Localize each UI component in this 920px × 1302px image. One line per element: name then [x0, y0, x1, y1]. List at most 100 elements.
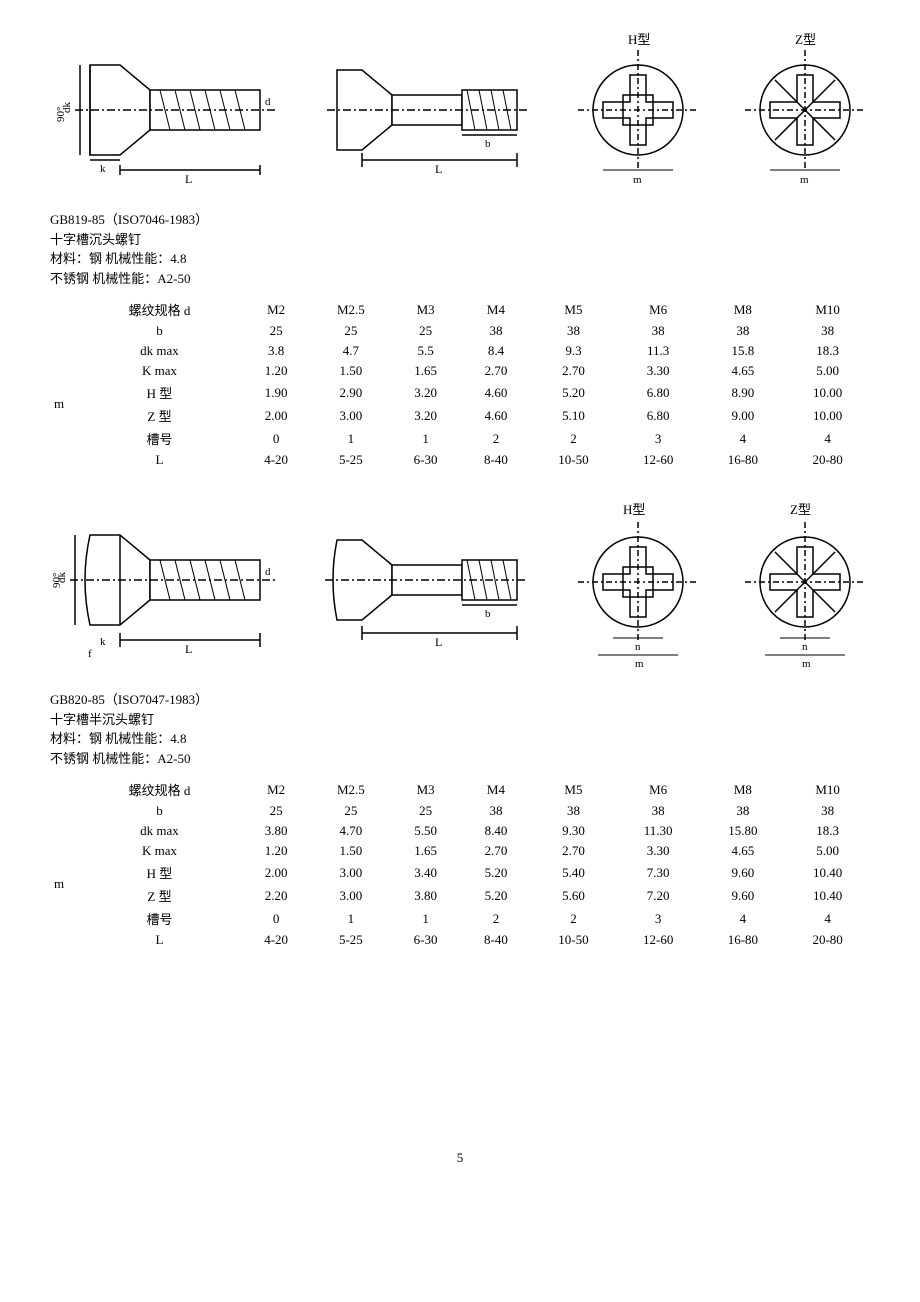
- data-cell: 1: [311, 907, 390, 930]
- data-cell: 1.50: [311, 361, 390, 381]
- data-cell: 15.80: [701, 821, 786, 841]
- data-cell: 2.00: [241, 861, 311, 884]
- h-type-label: H型: [628, 32, 650, 47]
- svg-text:90°: 90°: [55, 107, 67, 122]
- data-cell: 0: [241, 427, 311, 450]
- row-label: dk max: [78, 341, 241, 361]
- data-cell: 3.20: [390, 404, 460, 427]
- svg-text:L: L: [185, 642, 192, 656]
- data-cell: 3.00: [311, 861, 390, 884]
- z-type-label: Z型: [790, 502, 811, 517]
- data-cell: 5.5: [390, 341, 460, 361]
- data-cell: 25: [390, 801, 460, 821]
- svg-text:m: m: [633, 174, 642, 186]
- spec-table-2: 螺纹规格 dM2M2.5M3M4M5M6M8M10b25252538383838…: [50, 778, 870, 950]
- data-cell: 3.20: [390, 381, 460, 404]
- data-cell: 5.20: [531, 381, 616, 404]
- svg-text:n: n: [635, 641, 641, 653]
- row-label: dk max: [78, 821, 241, 841]
- data-cell: 5.40: [531, 861, 616, 884]
- data-cell: 4: [785, 907, 870, 930]
- svg-text:k: k: [100, 636, 106, 648]
- svg-text:d: d: [265, 566, 271, 578]
- row-label: Z 型: [78, 404, 241, 427]
- data-cell: 4-20: [241, 450, 311, 470]
- material-line: 材料：钢 机械性能：4.8: [50, 249, 870, 269]
- page-number: 5: [50, 1150, 870, 1166]
- data-cell: 2.70: [461, 841, 531, 861]
- data-cell: 16-80: [701, 450, 786, 470]
- data-cell: 18.3: [785, 821, 870, 841]
- screw-side-diagram-2: b L: [317, 35, 537, 185]
- data-cell: 6-30: [390, 450, 460, 470]
- data-cell: 3.00: [311, 884, 390, 907]
- column-header: M2: [241, 298, 311, 321]
- data-cell: 1.65: [390, 361, 460, 381]
- svg-text:b: b: [485, 608, 491, 620]
- spec-block-2: GB820-85（ISO7047-1983） 十字槽半沉头螺钉 材料：钢 机械性…: [50, 690, 870, 768]
- m-side-label: m: [50, 861, 78, 907]
- data-cell: 10.40: [785, 861, 870, 884]
- svg-text:L: L: [435, 635, 442, 649]
- stainless-line: 不锈钢 机械性能：A2-50: [50, 269, 870, 289]
- data-cell: 4.65: [701, 841, 786, 861]
- row-label: b: [78, 801, 241, 821]
- column-header: M6: [616, 298, 701, 321]
- data-cell: 38: [701, 801, 786, 821]
- column-header: M2.5: [311, 778, 390, 801]
- row-label: 槽号: [78, 907, 241, 930]
- data-cell: 1.20: [241, 841, 311, 861]
- column-header: M8: [701, 298, 786, 321]
- data-cell: 2.00: [241, 404, 311, 427]
- column-header: M4: [461, 298, 531, 321]
- data-cell: 20-80: [785, 450, 870, 470]
- data-cell: 20-80: [785, 930, 870, 950]
- data-cell: 5-25: [311, 930, 390, 950]
- column-header: M3: [390, 298, 460, 321]
- data-cell: 4: [785, 427, 870, 450]
- data-cell: 2.90: [311, 381, 390, 404]
- data-cell: 1: [311, 427, 390, 450]
- data-cell: 25: [390, 321, 460, 341]
- data-cell: 5.00: [785, 361, 870, 381]
- data-cell: 1: [390, 907, 460, 930]
- row-label: b: [78, 321, 241, 341]
- row-label: 槽号: [78, 427, 241, 450]
- data-cell: 38: [701, 321, 786, 341]
- data-cell: 2: [531, 907, 616, 930]
- data-cell: 5-25: [311, 450, 390, 470]
- data-cell: 5.60: [531, 884, 616, 907]
- screw-side-diagram-3: L dk k f 90° d: [50, 505, 280, 665]
- data-cell: 38: [461, 321, 531, 341]
- spec-name: 十字槽沉头螺钉: [50, 230, 870, 250]
- data-cell: 4: [701, 427, 786, 450]
- data-cell: 38: [785, 321, 870, 341]
- svg-text:k: k: [100, 163, 106, 175]
- data-cell: 38: [785, 801, 870, 821]
- data-cell: 7.20: [616, 884, 701, 907]
- svg-text:n: n: [802, 641, 808, 653]
- spec-name: 十字槽半沉头螺钉: [50, 710, 870, 730]
- column-header: M2.5: [311, 298, 390, 321]
- data-cell: 9.30: [531, 821, 616, 841]
- row-label: K max: [78, 361, 241, 381]
- z-type-label: Z型: [795, 32, 816, 47]
- data-cell: 38: [616, 801, 701, 821]
- data-cell: 5.10: [531, 404, 616, 427]
- h-type-label: H型: [623, 502, 645, 517]
- data-cell: 10-50: [531, 450, 616, 470]
- standard-code: GB819-85（ISO7046-1983）: [50, 210, 870, 230]
- data-cell: 1.65: [390, 841, 460, 861]
- row-header-label: 螺纹规格 d: [78, 778, 241, 801]
- data-cell: 3: [616, 907, 701, 930]
- screw-side-diagram-1: L dk k 90° d: [50, 35, 280, 185]
- material-line: 材料：钢 机械性能：4.8: [50, 729, 870, 749]
- row-label: H 型: [78, 861, 241, 884]
- column-header: M6: [616, 778, 701, 801]
- data-cell: 2: [531, 427, 616, 450]
- data-cell: 3.40: [390, 861, 460, 884]
- data-cell: 4: [701, 907, 786, 930]
- data-cell: 8.90: [701, 381, 786, 404]
- data-cell: 2.70: [531, 361, 616, 381]
- svg-text:b: b: [485, 138, 491, 150]
